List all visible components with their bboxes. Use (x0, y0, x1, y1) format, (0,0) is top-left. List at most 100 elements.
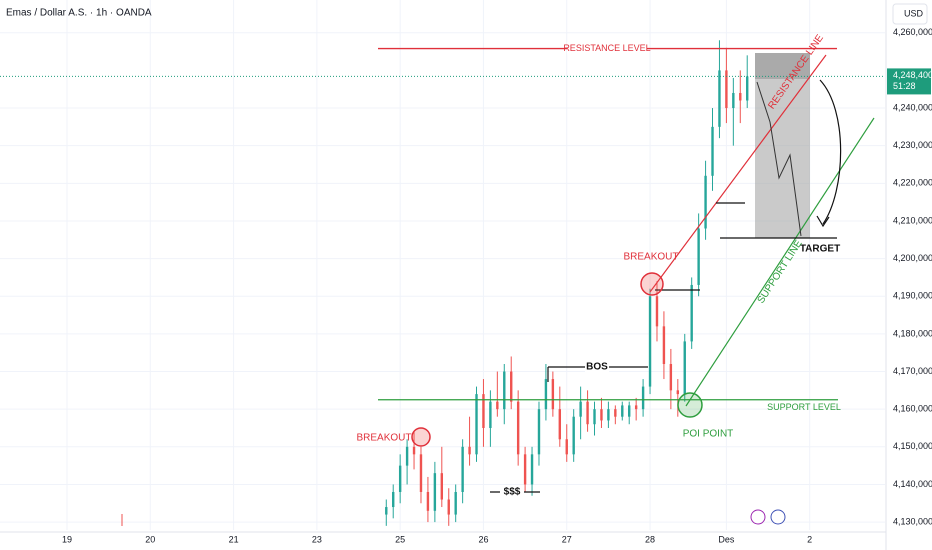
level-label: RESISTANCE LEVEL (563, 43, 650, 53)
candles-layer (385, 40, 749, 526)
support-line-label: SUPPORT LINE (756, 238, 805, 305)
candle-body (516, 401, 520, 455)
candle-body (662, 326, 666, 364)
candle-body (468, 446, 471, 455)
candle-body (669, 363, 673, 391)
grid-layer (0, 0, 885, 530)
candle-body (398, 465, 402, 492)
x-tick-label: 2 (807, 534, 812, 544)
y-tick-label: 4,140,000 (893, 479, 932, 489)
candle-body (676, 390, 680, 395)
candle-body (489, 401, 492, 428)
countdown-label: 51:28 (893, 81, 916, 91)
breakout-label: BREAKOUT (356, 433, 411, 444)
x-tick-label: 21 (229, 534, 239, 544)
event-icon (750, 509, 766, 525)
candle-body (600, 409, 603, 421)
candle-body (648, 296, 652, 387)
candle-body (426, 491, 430, 511)
x-tick-label: Des (718, 534, 735, 544)
level-layer: RESISTANCE LEVEL SUPPORT LEVEL (0, 42, 885, 412)
x-tick-label: 27 (562, 534, 572, 544)
candle-body (475, 394, 478, 455)
y-tick-label: 4,240,000 (893, 102, 932, 112)
label-bg (585, 360, 609, 374)
candle-body (503, 371, 506, 410)
candle-body (614, 409, 617, 417)
candle-body (572, 416, 575, 455)
y-tick-label: 4,170,000 (893, 366, 932, 376)
y-tick-label: 4,150,000 (893, 441, 932, 451)
candle-body (405, 446, 409, 466)
candle-body (739, 92, 742, 101)
candle-body (392, 491, 395, 508)
arrow-head (816, 215, 830, 228)
candle-body (704, 175, 707, 229)
y-tick-label: 4,160,000 (893, 404, 932, 414)
candle-body (725, 70, 728, 109)
x-tick-label: 25 (395, 534, 405, 544)
breakout-circle (640, 272, 664, 296)
candle-body (523, 454, 527, 485)
candle-body (510, 371, 513, 402)
candle-body (412, 446, 416, 455)
candle-body (718, 70, 721, 127)
breakout-circle (411, 427, 431, 447)
level-label: SUPPORT LEVEL (767, 402, 841, 412)
target-zone (755, 53, 810, 238)
candle-body (385, 507, 388, 515)
candle-body (586, 401, 589, 425)
target-label: TARGET (800, 244, 840, 255)
candle-body (433, 473, 437, 511)
candle-body (447, 499, 450, 515)
event-icon (770, 509, 786, 525)
y-tick-label: 4,190,000 (893, 291, 932, 301)
candle-body (454, 491, 457, 515)
entry-zone (755, 53, 810, 79)
support-trendline (685, 117, 875, 407)
candle-body (593, 409, 596, 425)
chart-title: Emas / Dollar A.S. · 1h · OANDA (6, 8, 152, 19)
candle-body (697, 228, 700, 285)
y-tick-label: 4,230,000 (893, 140, 932, 150)
label-bg (567, 42, 647, 55)
candle-body (419, 454, 423, 492)
y-tick-label: 4,260,000 (893, 27, 932, 37)
y-tick-label: 4,180,000 (893, 328, 932, 338)
poi-label: POI POINT (683, 429, 734, 440)
candle-body (496, 401, 499, 410)
candle-body (641, 386, 645, 410)
y-tick-label: 4,130,000 (893, 516, 932, 526)
label-bg (500, 485, 524, 499)
candle-body (537, 409, 541, 455)
curved-arrow (819, 79, 842, 225)
last-price-label: 4,248,400 (893, 70, 932, 80)
candle-body (655, 296, 659, 327)
candle-body (634, 405, 638, 410)
projection-path (756, 81, 802, 237)
candle-body (544, 379, 548, 410)
x-tick-label: 20 (145, 534, 155, 544)
candle-body (621, 405, 624, 417)
y-tick-label: 4,210,000 (893, 215, 932, 225)
candle-body (732, 92, 735, 109)
liquidity-label: $$$ (504, 487, 521, 498)
candle-body (579, 401, 582, 417)
last-price-box (887, 68, 931, 95)
candle-body (440, 473, 444, 500)
candle-body (461, 446, 464, 492)
x-tick-label: 26 (478, 534, 488, 544)
candle-body (482, 394, 485, 428)
candle-body (746, 76, 749, 101)
y-tick-label: 4,200,000 (893, 253, 932, 263)
y-tick-label: 4,220,000 (893, 178, 932, 188)
candle-body (565, 439, 568, 455)
candle-body (711, 126, 714, 176)
x-tick-label: 19 (62, 534, 72, 544)
x-tick-label: 23 (312, 534, 322, 544)
bos-label: BOS (586, 362, 608, 373)
candle-body (690, 284, 693, 342)
poi-circle (677, 392, 703, 418)
